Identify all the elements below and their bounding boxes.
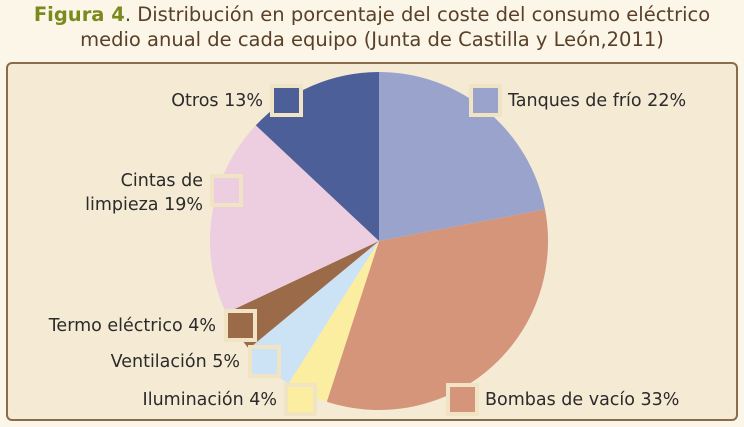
legend-swatch-ventilacion: [248, 345, 281, 378]
pie-slice-tanques-de-frio: [379, 72, 546, 241]
legend-swatch-iluminacion: [284, 383, 317, 416]
legend-swatch-cintas-de-limpieza: [210, 174, 243, 207]
pie-slice-ventilacion: [248, 241, 379, 384]
pie-slice-termo-electrico: [226, 241, 379, 349]
pie-slice-cintas-de-limpieza: [210, 125, 379, 313]
slice-label-bombas-de-vacio: Bombas de vacío 33%: [485, 390, 679, 410]
slice-label-termo-electrico: Termo eléctrico 4%: [48, 316, 216, 336]
legend-swatch-tanques-de-frio: [469, 84, 502, 117]
slice-label-tanques-de-frio: Tanques de frío 22%: [507, 91, 686, 111]
figure-caption: Figura 4. Distribución en porcentaje del…: [0, 2, 744, 52]
legend-swatch-termo-electrico: [224, 309, 257, 342]
slice-label-otros: Otros 13%: [171, 91, 263, 111]
caption-line-1: . Distribución en porcentaje del coste d…: [124, 3, 711, 26]
caption-line-2: medio anual de cada equipo (Junta de Cas…: [80, 28, 664, 51]
slice-label-ventilacion: Ventilación 5%: [111, 352, 240, 372]
slice-label-cintas-de-limpieza: Cintas de limpieza 19%: [85, 171, 203, 215]
slice-label-iluminacion: Iluminación 4%: [143, 390, 277, 410]
legend-swatch-otros: [270, 84, 303, 117]
pie-slice-iluminacion: [288, 241, 379, 402]
figure-label: Figura 4: [33, 3, 125, 26]
legend-swatch-bombas-de-vacio: [446, 383, 479, 416]
pie-slice-bombas-de-vacio: [326, 209, 548, 411]
